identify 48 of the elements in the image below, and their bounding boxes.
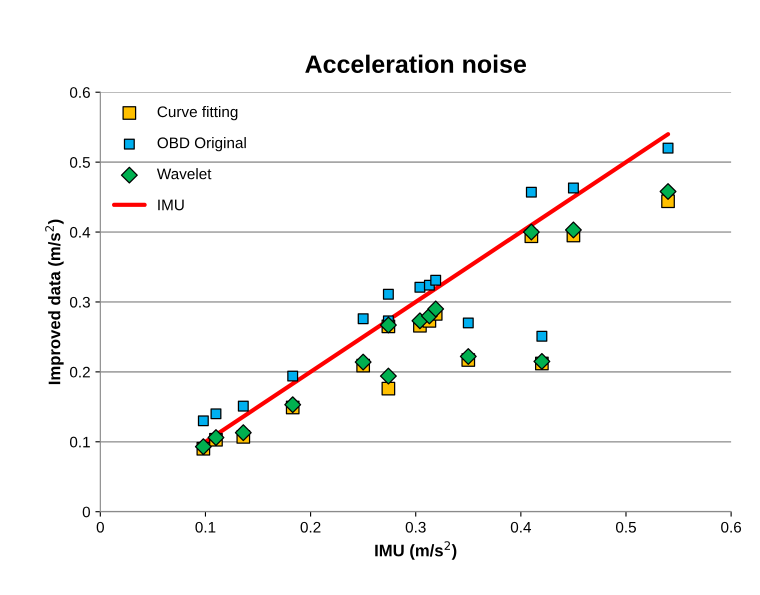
x-tick-label: 0.5: [616, 522, 636, 533]
point: [662, 142, 674, 154]
point: [382, 382, 396, 396]
x-axis-title: IMU (m/s$^{2}$): [375, 541, 456, 560]
y-tick-label: 0.3: [70, 296, 90, 308]
y-axis-title: Improved data (m/s$^{2}$): [45, 220, 64, 384]
x-tick-label: 0.4: [510, 522, 532, 533]
x-tick-label: 0.3: [406, 522, 426, 533]
point: [564, 221, 582, 238]
x-tick-label: 0.1: [195, 522, 216, 533]
point: [380, 368, 397, 385]
y-tick-label: 0.2: [70, 366, 90, 378]
point: [287, 370, 298, 382]
point: [522, 224, 540, 241]
legend-label: Curve fitting: [158, 106, 238, 120]
x-tick-label: 0.2: [300, 522, 320, 533]
point: [358, 313, 369, 324]
point: [460, 348, 477, 365]
point: [354, 354, 372, 371]
point: [210, 408, 222, 420]
point: [238, 400, 249, 412]
point: [234, 424, 252, 442]
y-tick-label: 0.4: [70, 226, 90, 238]
point: [536, 330, 548, 342]
y-tick-label: 0.6: [70, 87, 90, 98]
y-tick-label: 0.1: [70, 436, 90, 448]
point: [526, 186, 537, 198]
legend-label: Wavelet: [156, 168, 212, 180]
point: [427, 300, 444, 318]
point: [284, 396, 302, 414]
point: [660, 183, 677, 200]
y-tick-label: 0: [82, 506, 90, 518]
legend-label: IMU: [158, 200, 184, 210]
point: [533, 352, 550, 370]
point: [198, 415, 209, 426]
point: [414, 282, 426, 293]
point: [194, 438, 212, 456]
point: [382, 288, 394, 300]
y-tick-label: 0.5: [70, 157, 90, 168]
point: [380, 316, 397, 334]
x-tick-label: 0.6: [721, 522, 742, 533]
point: [430, 274, 442, 286]
point: [462, 317, 474, 328]
point: [568, 182, 579, 194]
x-tick-label: 0: [96, 522, 104, 533]
point: [207, 429, 224, 446]
legend-label: OBD Original: [158, 137, 246, 152]
chart-title: Acceleration noise: [305, 54, 526, 74]
